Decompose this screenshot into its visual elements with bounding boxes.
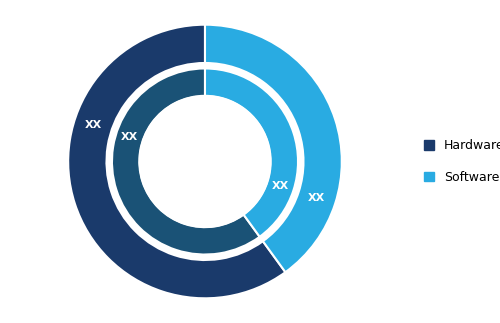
Circle shape	[140, 96, 270, 227]
Wedge shape	[112, 68, 260, 255]
Wedge shape	[205, 68, 298, 237]
Text: XX: XX	[272, 181, 289, 191]
Text: XX: XX	[84, 120, 102, 130]
Legend: Hardware, Software: Hardware, Software	[424, 139, 500, 184]
Text: XX: XX	[121, 132, 138, 142]
Wedge shape	[205, 25, 342, 272]
Wedge shape	[68, 25, 286, 298]
Text: XX: XX	[308, 193, 326, 203]
